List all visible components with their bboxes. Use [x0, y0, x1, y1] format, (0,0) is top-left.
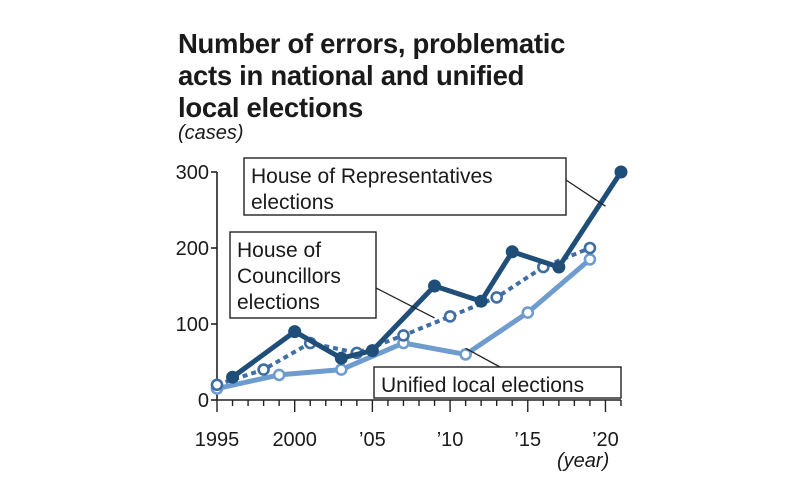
y-tick-label: 200 — [176, 238, 209, 260]
callout-leader — [565, 179, 606, 207]
data-point — [365, 344, 379, 358]
y-tick-label: 100 — [176, 314, 209, 336]
series-layer — [210, 165, 628, 395]
series-label: elections — [251, 191, 334, 214]
data-point — [474, 294, 488, 308]
data-point — [334, 351, 348, 365]
data-point — [459, 348, 472, 361]
data-point — [614, 165, 628, 179]
series-label: Unified local elections — [381, 374, 584, 397]
data-point — [583, 253, 597, 266]
data-point — [505, 245, 519, 259]
x-tick-label: 1995 — [195, 429, 240, 451]
callout-box — [243, 157, 567, 216]
series-label: Councillors — [237, 265, 341, 288]
data-point — [552, 260, 566, 274]
y-tick-label: 0 — [198, 390, 209, 412]
x-tick-label: ’15 — [514, 429, 541, 451]
callout-box — [229, 231, 377, 319]
x-tick-label: ’20 — [592, 429, 619, 451]
series-label: House of — [237, 239, 321, 262]
series-label: House of Representatives — [251, 165, 493, 188]
chart-title-line: acts in national and unified — [178, 60, 525, 91]
data-point — [335, 363, 348, 376]
data-point — [272, 368, 286, 382]
data-point — [257, 363, 270, 376]
y-tick-label: 300 — [176, 162, 209, 184]
data-point — [583, 241, 597, 255]
chart-title-line: local elections — [178, 92, 364, 123]
chart-title-line: Number of errors, problematic — [178, 28, 566, 59]
data-point — [443, 310, 457, 323]
data-point — [521, 306, 535, 319]
data-point — [428, 279, 442, 293]
callout-box — [373, 366, 622, 399]
data-point — [288, 325, 302, 339]
y-axis-label: (cases) — [178, 122, 244, 144]
callout-leader — [375, 287, 435, 319]
callouts: House of Representatives elections House o… — [229, 157, 622, 399]
data-point — [210, 378, 224, 392]
data-point — [226, 370, 240, 384]
chart-title: Number of errors, problematic acts in na… — [178, 28, 648, 124]
axes: 0 100 200 300 1995 2000 ’05 ’10 ’15 ’20 — [176, 162, 622, 451]
x-tick-label: ’10 — [437, 429, 464, 451]
callout-leader — [465, 347, 501, 368]
data-point — [490, 291, 503, 304]
x-tick-label: 2000 — [272, 429, 317, 451]
x-tick-label: ’05 — [359, 429, 386, 451]
series-label: elections — [237, 291, 320, 314]
x-axis-label: (year) — [557, 450, 609, 472]
data-point — [397, 329, 410, 342]
